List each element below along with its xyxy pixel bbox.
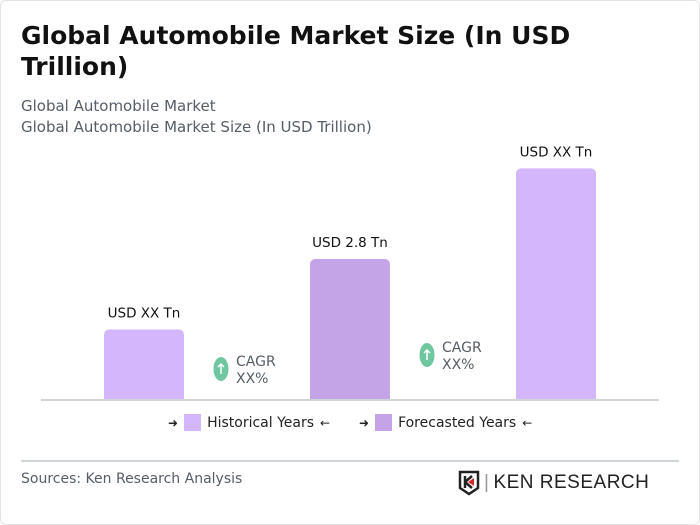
logo-text: KEN RESEARCH (493, 472, 650, 493)
source-note: Sources: Ken Research Analysis (21, 471, 243, 487)
bar (104, 329, 184, 400)
arrow-right-icon: ➜ (168, 415, 179, 430)
divider (21, 460, 679, 462)
arrow-glyph (217, 362, 225, 374)
data-label: USD XX Tn (108, 306, 181, 322)
arrow-right-icon: ➜ (359, 415, 370, 430)
legend-swatch (184, 414, 202, 431)
ken-research-logo: | KEN RESEARCH (458, 470, 649, 496)
legend-label: Historical Years (207, 414, 315, 431)
legend-label: Forecasted Years (398, 414, 517, 431)
bar (310, 259, 390, 400)
data-label: USD 2.8 Tn (312, 235, 388, 251)
subtitle-1: Global Automobile Market (21, 97, 216, 115)
chart-title: Global Automobile Market Size (In USD Tr… (21, 21, 571, 81)
cagr-value: XX% (442, 357, 474, 373)
cagr-label: CAGR (236, 354, 276, 370)
cagr-label: CAGR (442, 340, 482, 356)
bar (516, 168, 596, 400)
arrow-glyph (423, 348, 431, 360)
arrow-left-icon: ← (522, 415, 533, 430)
arrow-left-icon: ← (320, 415, 331, 430)
subtitle-2: Global Automobile Market Size (In USD Tr… (21, 118, 372, 136)
legend-swatch (375, 414, 393, 431)
data-label: USD XX Tn (520, 144, 593, 160)
cagr-value: XX% (236, 371, 268, 387)
legend-forecasted: ➜ Forecasted Years ← (359, 414, 532, 431)
logo-mark-icon (458, 470, 480, 496)
legend-historical: ➜ Historical Years ← (168, 414, 330, 431)
